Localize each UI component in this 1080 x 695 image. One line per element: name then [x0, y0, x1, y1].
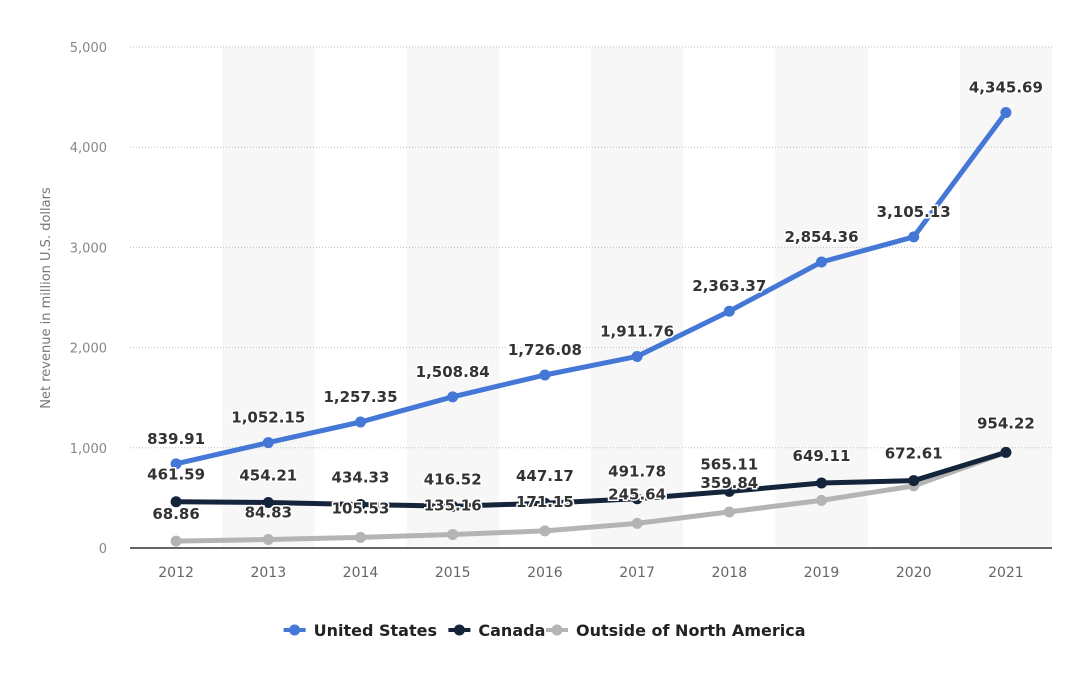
x-tick-label: 2020	[896, 565, 932, 581]
x-tick-label: 2019	[804, 565, 840, 581]
data-label: 672.61	[885, 445, 943, 463]
y-tick-label: 2,000	[70, 342, 107, 357]
data-label: 1,911.76	[600, 322, 674, 340]
y-tick-label: 1,000	[70, 442, 107, 457]
legend-swatch-marker	[453, 624, 465, 636]
x-tick-label: 2016	[527, 565, 563, 581]
data-point	[262, 437, 274, 449]
y-tick-label: 4,000	[70, 141, 107, 156]
data-point	[355, 416, 366, 428]
series-points	[170, 107, 1012, 547]
data-label: 461.59	[147, 466, 205, 484]
data-point	[816, 256, 827, 268]
data-label: 135.16	[424, 496, 482, 514]
data-point	[170, 535, 182, 547]
data-label: 416.52	[424, 470, 482, 488]
data-point	[1000, 446, 1012, 458]
data-label: 565.11	[700, 455, 758, 473]
data-label: 454.21	[239, 466, 297, 484]
y-axis-title: Net revenue in million U.S. dollars	[39, 187, 54, 409]
data-point	[170, 458, 182, 470]
data-point	[1000, 107, 1012, 119]
series-line	[173, 449, 1009, 509]
legend-label: Outside of North America	[576, 621, 806, 640]
data-label: 84.83	[245, 504, 292, 522]
data-label: 447.17	[516, 467, 574, 485]
data-point	[723, 305, 735, 317]
series-line	[173, 110, 1009, 467]
legend-swatch-marker	[551, 624, 563, 636]
data-label: 954.22	[977, 414, 1035, 432]
column-band	[959, 47, 1052, 548]
x-tick-label: 2014	[343, 565, 379, 581]
column-band	[775, 47, 868, 548]
gridlines	[130, 46, 1052, 449]
data-point	[631, 350, 643, 362]
x-tick-label: 2017	[619, 565, 655, 581]
data-point	[539, 497, 551, 509]
x-tick-label: 2021	[988, 565, 1024, 581]
data-label: 3,105.13	[877, 203, 951, 221]
y-tick-label: 3,000	[70, 241, 107, 256]
data-point	[816, 494, 827, 506]
data-point	[723, 485, 735, 497]
series-lines	[173, 110, 1009, 544]
data-point	[447, 391, 459, 403]
data-label: 68.86	[152, 505, 199, 523]
data-label: 4,345.69	[969, 79, 1043, 97]
data-label: 434.33	[332, 468, 390, 486]
data-point	[723, 506, 735, 518]
y-axis-ticks: 0 1,000 2,000 3,000 4,000 5,000	[70, 41, 107, 557]
data-point	[631, 493, 643, 505]
x-tick-label: 2013	[250, 565, 286, 581]
data-label: 649.11	[793, 447, 851, 465]
legend: United States Canada Outside of North Amer…	[283, 621, 806, 640]
data-labels: 839.91 1,052.15 1,257.35 1,508.84 1,726.08 1,…	[146, 77, 1045, 525]
data-label: 171.15	[516, 493, 574, 511]
legend-label: United States	[314, 621, 437, 640]
data-point	[355, 498, 366, 510]
series-line	[173, 449, 1009, 544]
column-band	[222, 47, 315, 548]
data-point	[447, 500, 459, 512]
data-point	[262, 496, 274, 508]
data-label: 245.64	[608, 485, 666, 503]
y-tick-label: 0	[99, 542, 107, 557]
data-point	[355, 531, 366, 543]
x-tick-label: 2012	[158, 565, 194, 581]
data-label: 1,508.84	[416, 363, 490, 381]
column-band	[406, 47, 499, 548]
data-point	[908, 475, 920, 487]
x-tick-label: 2015	[435, 565, 471, 581]
column-band	[591, 47, 684, 548]
data-point	[631, 517, 643, 529]
data-label: 359.84	[700, 474, 758, 492]
data-label: 1,726.08	[508, 341, 582, 359]
data-label: 1,257.35	[323, 388, 397, 406]
data-point	[262, 534, 274, 546]
data-point	[816, 477, 827, 489]
data-point	[170, 496, 182, 508]
data-point	[539, 525, 551, 537]
data-label: 105.53	[332, 499, 390, 517]
data-point	[908, 231, 920, 243]
data-point	[539, 369, 551, 381]
data-label: 839.91	[147, 430, 205, 448]
x-axis-ticks: 2012 2013 2014 2015 2016 2017 2018 2019 2020 2021	[158, 565, 1023, 581]
legend-swatch-marker	[289, 624, 301, 636]
y-tick-label: 5,000	[70, 41, 107, 56]
data-label: 1,052.15	[231, 409, 305, 427]
x-tick-label: 2018	[711, 565, 747, 581]
data-label: 2,854.36	[784, 228, 858, 246]
legend-label: Canada	[478, 621, 545, 640]
data-label: 2,363.37	[692, 277, 766, 295]
data-point	[447, 528, 459, 540]
data-label: 491.78	[608, 463, 666, 481]
